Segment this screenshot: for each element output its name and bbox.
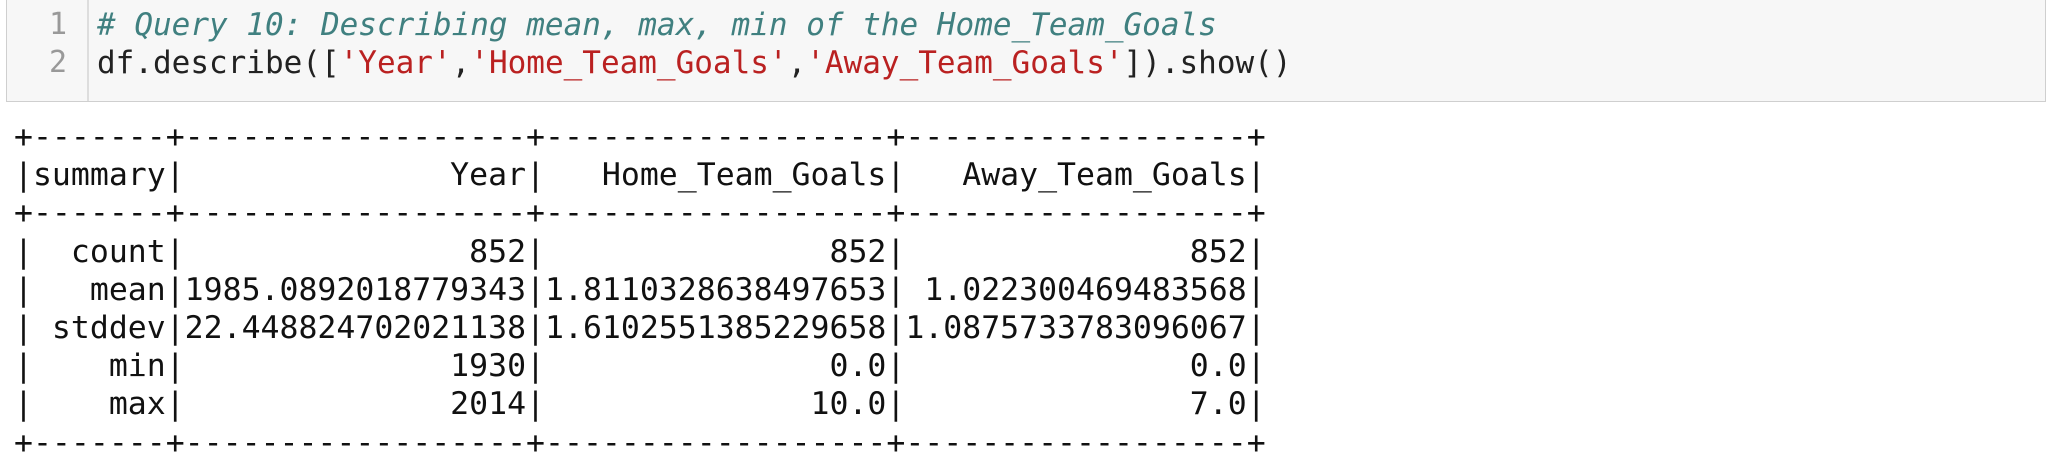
code-comment: # Query 10: Describing mean, max, min of… [97,7,1217,43]
table-row: | count| 852| 852| 852| [14,233,1266,270]
cell-output: +-------+------------------+------------… [14,118,1266,462]
code-comment-line[interactable]: # Query 10: Describing mean, max, min of… [97,6,1217,44]
code-statement-line[interactable]: df.describe(['Year','Home_Team_Goals','A… [97,44,1292,82]
code-prefix: df.describe([ [97,45,340,81]
code-suffix: ]).show() [1123,45,1292,81]
table-border: +-------+------------------+------------… [14,119,1266,155]
line-number-gutter: 1 2 [7,0,89,101]
table-row: | stddev|22.448824702021138|1.6102551385… [14,310,1266,347]
table-row: | min| 1930| 0.0| 0.0| [14,348,1266,385]
table-row: | mean|1985.0892018779343|1.811032863849… [14,271,1266,308]
table-header-row: |summary| Year| Home_Team_Goals| Away_Te… [14,157,1266,194]
code-separator: , [787,45,807,81]
code-separator: , [451,45,471,81]
table-border: +-------+------------------+------------… [14,195,1266,232]
code-cell[interactable]: 1 2 # Query 10: Describing mean, max, mi… [6,0,2046,102]
table-row: | max| 2014| 10.0| 7.0| [14,386,1266,423]
string-literal-away-team-goals: 'Away_Team_Goals' [806,45,1124,81]
string-literal-year: 'Year' [339,45,452,81]
string-literal-home-team-goals: 'Home_Team_Goals' [470,45,788,81]
table-border: +-------+------------------+------------… [14,424,1266,461]
line-number: 2 [48,45,67,80]
line-number: 1 [48,7,67,42]
